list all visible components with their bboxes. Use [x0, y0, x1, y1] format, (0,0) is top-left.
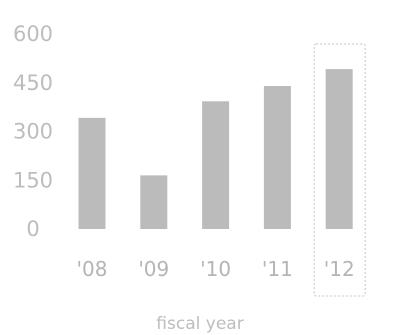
- y-tick-label: 0: [26, 217, 39, 241]
- bar: [140, 175, 168, 229]
- bar: [202, 101, 230, 229]
- bar: [263, 86, 291, 229]
- bar: [325, 69, 353, 229]
- bar: [78, 117, 106, 229]
- y-tick-label: 150: [13, 168, 53, 192]
- x-tick-label: '10: [200, 257, 231, 281]
- y-tick-label: 300: [13, 120, 53, 144]
- x-tick-label: '11: [262, 257, 293, 281]
- x-tick-label: '12: [324, 257, 355, 281]
- x-tick-label: '08: [77, 257, 108, 281]
- y-axis-ticks: 600 450 300 150 0: [13, 22, 53, 241]
- x-axis-ticks: '08 '09 '10 '11 '12: [77, 257, 355, 281]
- highlight-box: [313, 43, 366, 297]
- x-axis-title: fiscal year: [156, 314, 243, 334]
- y-tick-label: 600: [13, 22, 53, 46]
- y-tick-label: 450: [13, 71, 53, 95]
- x-tick-label: '09: [138, 257, 169, 281]
- bars: [78, 69, 353, 229]
